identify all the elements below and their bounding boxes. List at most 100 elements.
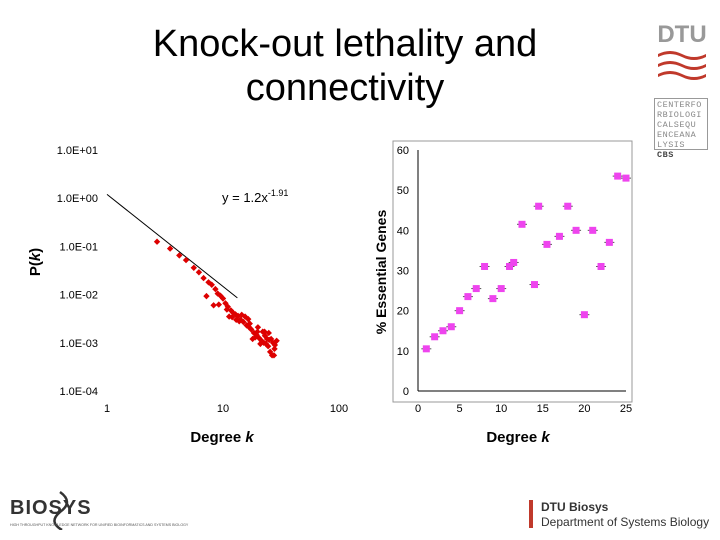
cbs-line: LYSIS CBS xyxy=(657,140,686,160)
right-data-point xyxy=(431,333,439,341)
right-y-tick-label: 30 xyxy=(397,266,409,278)
right-x-tick-label: 10 xyxy=(495,403,507,415)
left-data-point xyxy=(238,311,245,319)
right-x-tick-label: 25 xyxy=(620,403,632,415)
cbs-mark: CBS xyxy=(657,150,674,160)
right-data-point xyxy=(422,345,430,353)
right-data-points xyxy=(421,172,631,353)
left-data-point xyxy=(205,279,212,286)
cbs-line: CALSEQU xyxy=(657,120,697,130)
left-data-point xyxy=(265,329,272,337)
left-y-tick-labels: 1.0E+01 1.0E+00 1.0E-01 1.0E-02 1.0E-03 1.0E-… xyxy=(57,145,98,398)
right-data-point xyxy=(506,262,514,270)
right-y-tick-label: 60 xyxy=(397,145,409,157)
right-y-axis-label: % Essential Genes xyxy=(373,210,389,335)
left-data-point xyxy=(190,264,197,271)
biosys-tagline: HIGH THROUGHPUT KNOWLEDGE NETWORK FOR UN… xyxy=(10,523,189,527)
right-data-point xyxy=(564,202,572,210)
right-y-tick-label: 50 xyxy=(397,185,409,197)
right-x-tick-label: 20 xyxy=(578,403,590,415)
left-data-point xyxy=(273,337,280,345)
right-data-point xyxy=(456,307,464,315)
left-data-point xyxy=(182,256,190,264)
right-data-point xyxy=(530,281,538,289)
right-x-tick-label: 0 xyxy=(415,403,421,415)
left-x-tick-label: 10 xyxy=(217,403,229,415)
fit-equation: y = 1.2x-1.91 xyxy=(222,188,288,205)
left-data-point xyxy=(243,322,250,329)
left-data-point xyxy=(271,345,278,353)
right-data-point xyxy=(447,323,455,331)
right-data-point xyxy=(464,293,472,301)
cbs-line: ENCEANA xyxy=(657,130,697,140)
cbs-line: RBIOLOGI xyxy=(657,110,702,120)
right-x-tick-labels: 0 5 10 15 20 25 xyxy=(415,403,632,415)
left-data-point xyxy=(176,252,183,259)
right-data-point xyxy=(622,174,630,182)
left-data-point xyxy=(236,318,243,325)
dtu-biosys-name: DTU Biosys xyxy=(541,500,609,514)
right-data-point xyxy=(481,262,489,270)
right-y-tick-label: 20 xyxy=(397,306,409,318)
left-data-point xyxy=(225,313,233,320)
right-x-tick-label: 5 xyxy=(457,403,463,415)
right-data-point xyxy=(489,295,497,303)
left-data-point xyxy=(219,295,227,302)
left-y-tick-label: 1.0E-01 xyxy=(59,241,98,253)
essential-genes-chart: 0 10 20 30 40 50 60 0 5 10 15 20 25 Degree k % Esse… xyxy=(373,140,633,446)
slide-title-line-2: connectivity xyxy=(245,67,445,109)
left-data-point xyxy=(200,274,207,282)
dtu-red-bar xyxy=(529,500,533,528)
right-data-point xyxy=(497,285,505,293)
left-y-tick-label: 1.0E-02 xyxy=(59,290,98,302)
left-data-point xyxy=(245,315,252,323)
left-data-point xyxy=(195,269,203,276)
biosys-logo: BIOSYS HIGH THROUGHPUT KNOWLEDGE NETWORK… xyxy=(10,490,189,530)
right-data-point xyxy=(439,327,447,335)
left-data-point xyxy=(264,343,272,350)
left-data-point xyxy=(252,334,259,341)
left-y-axis-label: P(k) xyxy=(27,248,44,276)
cbs-line: CENTERFO xyxy=(657,100,702,110)
left-data-point xyxy=(212,285,219,293)
left-x-tick-label: 100 xyxy=(330,403,348,415)
left-data-point xyxy=(254,328,261,335)
right-plot-frame xyxy=(392,140,633,403)
power-law-fit-line xyxy=(106,193,238,299)
right-data-point xyxy=(572,226,580,234)
slide-title: Knock-out lethality and connectivity xyxy=(90,22,600,110)
left-data-point xyxy=(240,318,247,326)
right-data-point xyxy=(518,220,526,228)
left-data-point xyxy=(254,324,262,331)
right-data-point xyxy=(614,172,622,180)
left-data-point xyxy=(223,306,231,313)
right-data-point xyxy=(597,262,605,270)
right-data-point xyxy=(543,240,551,248)
right-x-tick-label: 15 xyxy=(537,403,549,415)
left-data-point xyxy=(153,238,161,245)
slide-title-line-1: Knock-out lethality and xyxy=(152,23,538,65)
cbs-logo: CENTERFO RBIOLOGI CALSEQU ENCEANA LYSIS … xyxy=(654,98,708,160)
left-x-tick-labels: 1 10 100 xyxy=(104,403,348,415)
dtu-logo-text: DTU xyxy=(657,21,706,48)
left-data-point xyxy=(270,352,278,359)
dtu-department-name: Department of Systems Biology xyxy=(541,515,709,529)
left-data-points xyxy=(153,238,280,359)
dtu-logo: DTU xyxy=(657,21,707,80)
right-y-tick-label: 10 xyxy=(397,346,409,358)
right-data-point xyxy=(555,232,563,240)
left-data-point xyxy=(203,292,210,300)
left-data-point xyxy=(257,340,264,348)
dtu-biosys-logo: DTU Biosys Department of Systems Biology xyxy=(529,500,709,529)
left-data-point xyxy=(208,281,215,288)
dna-helix-icon xyxy=(53,490,69,530)
left-y-tick-label: 1.0E+00 xyxy=(57,193,98,205)
right-y-tick-label: 0 xyxy=(403,386,409,398)
degree-distribution-chart: 1.0E+01 1.0E+00 1.0E-01 1.0E-02 1.0E-03 1.0E-… xyxy=(27,145,348,446)
biosys-logo-text: BIOSYS xyxy=(10,497,92,519)
right-y-tick-label: 40 xyxy=(397,225,409,237)
right-data-point xyxy=(472,285,480,293)
left-y-tick-label: 1.0E-04 xyxy=(59,386,98,398)
left-data-point xyxy=(166,245,174,252)
